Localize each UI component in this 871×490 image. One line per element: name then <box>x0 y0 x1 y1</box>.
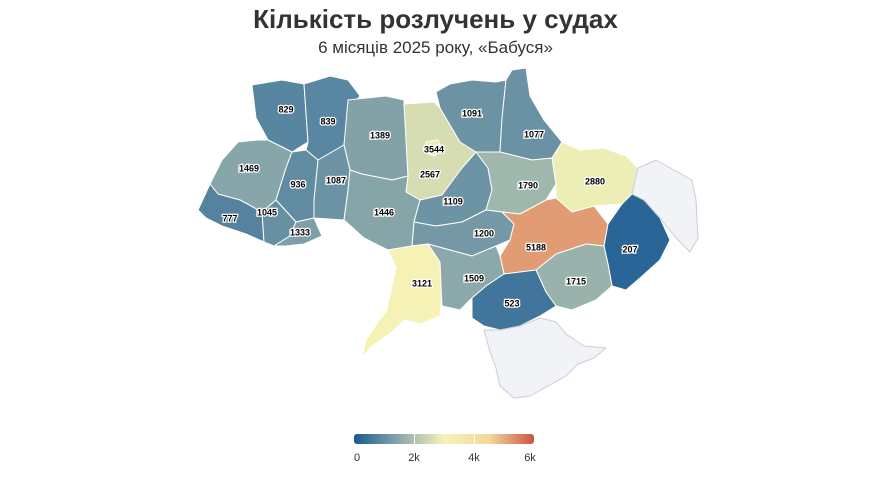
legend-label-6k: 6k <box>524 452 536 464</box>
region-kyiv-city[interactable] <box>423 139 443 157</box>
label-chernivtsi: 1333 <box>290 227 310 237</box>
label-khmelnytskyi: 1087 <box>326 175 346 185</box>
region-luhansk[interactable] <box>631 159 699 253</box>
label-chernihiv: 1091 <box>462 108 482 118</box>
label-kirovohrad: 1200 <box>474 228 494 238</box>
label-odesa: 3121 <box>412 278 432 288</box>
label-lviv: 1469 <box>239 163 259 173</box>
label-kyiv-city: 3544 <box>424 144 444 154</box>
label-kharkiv: 2880 <box>585 176 605 186</box>
label-rivne: 839 <box>320 116 335 126</box>
label-zaporizhzhia: 1715 <box>566 276 586 286</box>
label-dnipropetrovsk: 5188 <box>526 242 546 252</box>
label-donetsk: 207 <box>622 244 637 254</box>
label-poltava: 1790 <box>518 180 538 190</box>
label-zhytomyr: 1389 <box>370 130 390 140</box>
label-ternopil: 936 <box>290 179 305 189</box>
label-zakarpattia: 777 <box>222 213 237 223</box>
region-kherson[interactable] <box>471 269 557 331</box>
label-volyn: 829 <box>278 104 293 114</box>
map-title: Кількість розлучень у судах <box>253 4 618 34</box>
region-odesa[interactable] <box>361 243 443 359</box>
label-ivano-frankivsk: 1045 <box>257 207 277 217</box>
region-crimea[interactable] <box>483 317 607 399</box>
label-sumy: 1077 <box>524 129 544 139</box>
region-volyn[interactable] <box>251 79 309 153</box>
label-kyiv-oblast: 2567 <box>420 169 440 179</box>
label-kherson: 523 <box>504 298 519 308</box>
legend-label-0: 0 <box>353 452 361 464</box>
legend-label-2k: 2k <box>408 452 420 464</box>
map-subtitle: 6 місяців 2025 року, «Бабуся» <box>318 38 553 57</box>
legend-gradient-bar <box>354 434 534 444</box>
region-chernivtsi[interactable] <box>273 217 323 247</box>
label-mykolaiv: 1509 <box>464 273 484 283</box>
label-vinnytsia: 1446 <box>374 207 394 217</box>
region-sumy[interactable] <box>499 67 563 161</box>
color-legend: 0 2k 4k 6k <box>350 432 540 472</box>
legend-label-4k: 4k <box>468 452 480 464</box>
label-cherkasy: 1109 <box>443 196 463 206</box>
